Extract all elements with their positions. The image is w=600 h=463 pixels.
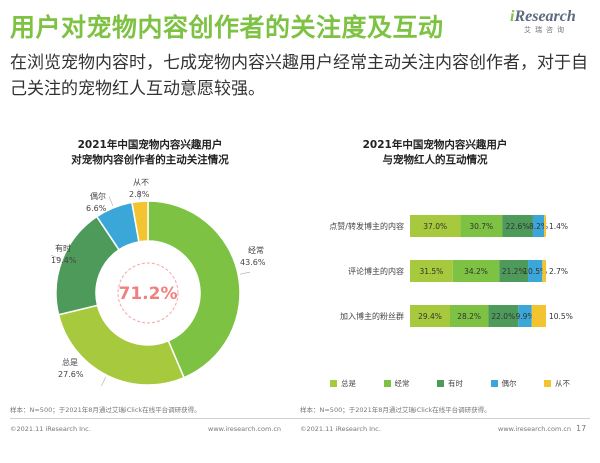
bar-category-label: 点赞/转发博主的内容 (329, 221, 404, 231)
footer-divider (10, 418, 590, 419)
bar-segment (499, 260, 529, 282)
legend-label: 经常 (394, 379, 410, 388)
bar-segment (410, 305, 450, 327)
legend-label: 从不 (555, 379, 570, 388)
bar-segment-label: 2.7% (549, 267, 568, 276)
donut-center-value: 71.2% (119, 284, 178, 304)
bar-segment-label: 31.5% (419, 267, 443, 276)
sample-note-right: 样本：N=500；于2021年8月通过艾瑞iClick在线平台调研获得。 (300, 406, 491, 414)
website-left: www.iresearch.com.cn (208, 425, 282, 433)
iresearch-logo: iResearch 艾瑞咨询 (510, 8, 586, 35)
bar-chart-title-line2: 与宠物红人的互动情况 (382, 154, 488, 166)
donut-slice-name-label: 偶尔 (90, 191, 106, 201)
legend-item: 总是 (330, 378, 356, 389)
donut-slice-1 (147, 200, 241, 379)
bar-segment (502, 215, 533, 237)
bar-segment-label: 21.2% (502, 267, 526, 276)
copyright-left: ©2021.11 iResearch Inc. (10, 425, 91, 433)
legend-item: 偶尔 (490, 378, 517, 389)
bar-segment-label: 1.4% (549, 222, 568, 231)
donut-slice-value-label: 43.6% (240, 258, 266, 267)
legend-swatch (437, 380, 444, 387)
bar-segment-label: 28.2% (457, 312, 481, 321)
bar-segment (531, 305, 546, 327)
bar-segment (460, 215, 503, 237)
bar-segment (488, 305, 519, 327)
bar-chart-title: 2021年中国宠物内容兴趣用户 与宠物红人的互动情况 (330, 138, 540, 168)
page-subtitle: 在浏览宠物内容时，七成宠物内容兴趣用户经常主动关注内容创作者，对于自己关注的宠物… (10, 53, 588, 99)
bar-chart-title-line1: 2021年中国宠物内容兴趣用户 (362, 139, 508, 151)
website-right: www.iresearch.com.cn (498, 425, 572, 433)
bar-category-label: 加入博主的粉丝群 (340, 311, 404, 321)
sample-note-left: 样本：N=500；于2021年8月通过艾瑞iClick在线平台调研获得。 (10, 406, 201, 414)
donut-slice-name-label: 有时 (55, 243, 71, 253)
donut-slice-value-label: 19.4% (51, 256, 77, 265)
donut-slice-value-label: 6.6% (86, 204, 107, 213)
bar-segment (532, 215, 545, 237)
page-title: 用户对宠物内容创作者的关注度及互动 (10, 13, 444, 42)
bar-segment-label: 22.0% (491, 312, 515, 321)
bar-segment-label: 22.6% (506, 222, 530, 231)
page-number: 17 (576, 424, 587, 433)
bar-segment-label: 37.0% (423, 222, 447, 231)
donut-slice-5 (131, 200, 149, 243)
legend-item: 有时 (437, 378, 463, 389)
legend-swatch (330, 380, 337, 387)
bar-segment-label: 34.2% (464, 267, 488, 276)
bar-category-label: 评论博主的内容 (348, 266, 404, 276)
legend-label: 有时 (448, 379, 463, 388)
bar-segment (544, 215, 546, 237)
bar-segment (410, 260, 453, 282)
bar-segment-label: 9.9% (515, 312, 534, 321)
legend-label: 总是 (341, 379, 356, 388)
legend-swatch (383, 380, 391, 387)
legend-item: 经常 (383, 378, 410, 389)
bar-segment (452, 260, 500, 282)
donut-chart-title-line2: 对宠物内容创作者的主动关注情况 (71, 154, 229, 166)
copyright-right: ©2021.11 iResearch Inc. (300, 425, 381, 433)
donut-chart-title: 2021年中国宠物内容兴趣用户 对宠物内容创作者的主动关注情况 (40, 138, 260, 168)
donut-slice-name-label: 经常 (248, 245, 264, 255)
legend-item: 从不 (544, 378, 570, 389)
donut-leader-line (50, 255, 61, 260)
donut-chart: 经常 43.6% 总是 27.6% 有时 19.4% 偶尔 6.6% 从不 2.8% 71.2% (50, 178, 266, 387)
legend-swatch (544, 380, 551, 387)
donut-leader-line (108, 196, 114, 206)
bar-segment-label: 29.4% (418, 312, 442, 321)
bar-segment (410, 215, 461, 237)
donut-leader-line (240, 271, 250, 275)
donut-slice-name-label: 从不 (133, 178, 149, 187)
bar-segment-label: 30.7% (469, 222, 493, 231)
bar-segment (542, 260, 546, 282)
donut-slice-name-label: 总是 (62, 357, 78, 367)
stacked-bar-chart: 点赞/转发博主的内容 37.0% 30.7% 22.6% 8.2% 1.4% 评论博主的内容… (329, 215, 573, 327)
bar-segment-label: 10.5% (549, 312, 573, 321)
bar-segment (449, 305, 489, 327)
donut-center-ring (117, 262, 179, 324)
donut-slice-value-label: 27.6% (58, 370, 84, 379)
donut-chart-title-line1: 2021年中国宠物内容兴趣用户 (77, 139, 223, 151)
bar-segment (528, 260, 543, 282)
bar-chart-legend: 总是 经常 有时 偶尔 从不 (330, 378, 570, 389)
donut-leader-line (138, 189, 141, 200)
donut-leader-line (101, 376, 107, 387)
bar-segment-label: 10.5% (523, 267, 547, 276)
bar-segment (518, 305, 532, 327)
legend-swatch (490, 380, 498, 387)
bar-segment-label: 8.2% (529, 222, 548, 231)
logo-wordmark: iResearch (510, 8, 576, 25)
donut-slice-value-label: 2.8% (129, 190, 150, 199)
logo-subtext: 艾瑞咨询 (524, 26, 568, 34)
legend-label: 偶尔 (501, 379, 517, 388)
